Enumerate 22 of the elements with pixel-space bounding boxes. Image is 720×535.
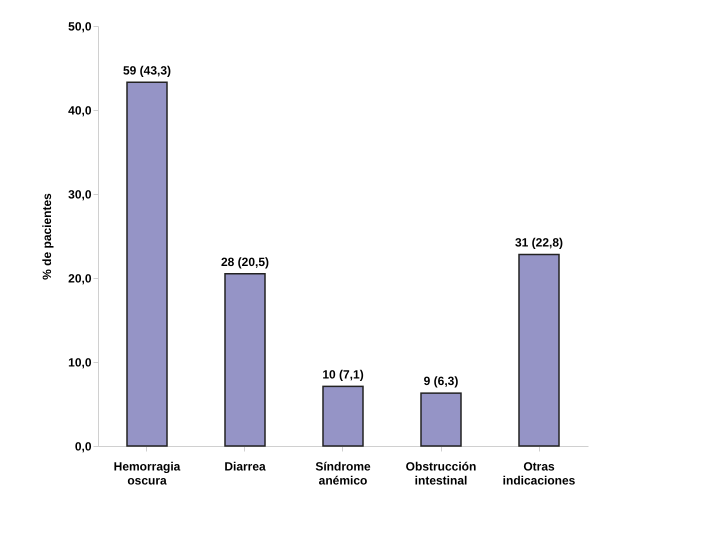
- data-label: 31 (22,8): [514, 235, 564, 250]
- x-tick-label: Otras indicaciones: [502, 460, 576, 488]
- data-label: 9 (6,3): [424, 374, 458, 388]
- data-label: 28 (20,5): [220, 254, 270, 269]
- data-label: 59 (43,3): [122, 63, 172, 78]
- bar: [322, 386, 364, 447]
- bar: [224, 273, 266, 447]
- y-tick-label: 40,0: [68, 104, 92, 118]
- bar: [126, 82, 168, 447]
- data-label: 10 (7,1): [322, 367, 364, 382]
- bar: [518, 254, 560, 447]
- x-tick-label: Obstrucción intestinal: [406, 460, 476, 488]
- y-tick-label: 20,0: [68, 272, 92, 286]
- y-tick-label: 30,0: [68, 188, 92, 202]
- y-tick-label: 10,0: [68, 356, 92, 370]
- y-axis-title: % de pacientes: [40, 192, 54, 280]
- x-tick-label: Diarrea: [224, 460, 266, 474]
- y-tick-label: 50,0: [68, 20, 92, 34]
- y-tick-label: 0,0: [74, 440, 92, 454]
- x-tick-label: Hemorragia oscura: [114, 460, 181, 488]
- bar: [420, 392, 462, 447]
- x-tick-label: Síndrome anémico: [315, 460, 371, 488]
